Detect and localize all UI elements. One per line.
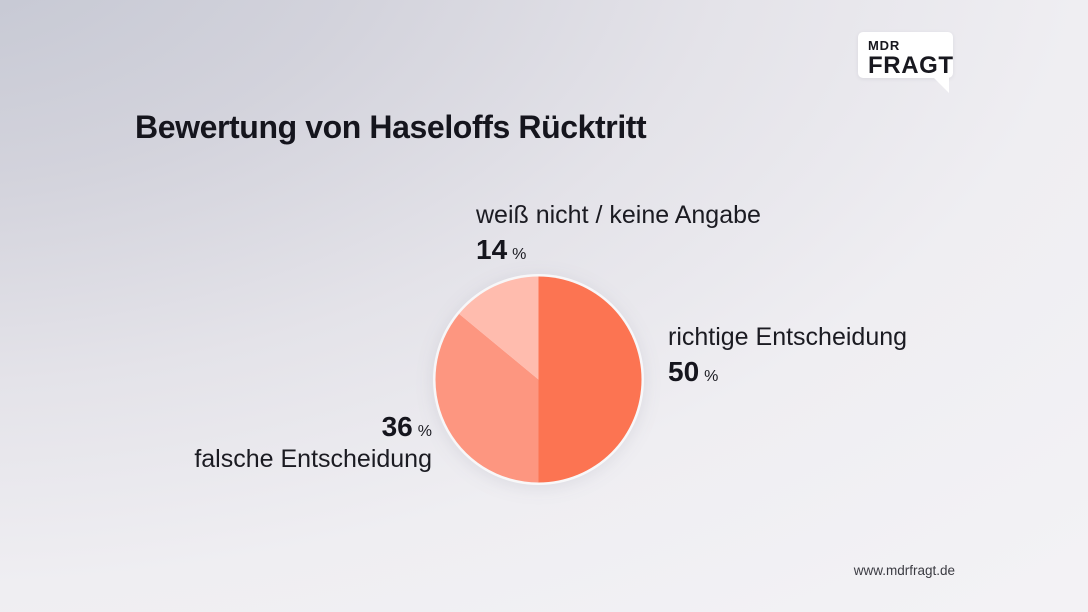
footer-url: www.mdrfragt.de — [853, 563, 955, 578]
slice-value-row-falsche: 36 % — [194, 411, 432, 443]
slice-label-falsche: falsche Entscheidung — [194, 445, 432, 473]
percent-sign-falsche: % — [417, 423, 432, 440]
logo-text-fragt: FRAGT — [868, 52, 954, 79]
slice-value-falsche: 36 — [381, 411, 413, 442]
pie-slice-2 — [459, 276, 539, 380]
callout-weiss-nicht: weiß nicht / keine Angabe 14 % — [476, 201, 761, 266]
percent-sign-weiss-nicht: % — [512, 245, 527, 263]
slice-value-row-richtige: 50 % — [668, 356, 907, 388]
logo-text-mdr: MDR — [868, 38, 901, 53]
pie-chart — [433, 274, 644, 485]
callout-richtige-entscheidung: richtige Entscheidung 50 % — [668, 323, 907, 388]
speech-bubble-tail — [933, 77, 949, 93]
pie-slice-1 — [435, 313, 539, 483]
slice-label-weiss-nicht: weiß nicht / keine Angabe — [476, 201, 761, 229]
slice-value-row-weiss-nicht: 14 % — [476, 234, 761, 266]
slice-value-weiss-nicht: 14 — [476, 233, 508, 265]
callout-falsche-entscheidung: 36 % falsche Entscheidung — [194, 411, 432, 474]
percent-sign-richtige: % — [704, 367, 719, 385]
pie-slice-0 — [538, 276, 642, 483]
slice-label-richtige: richtige Entscheidung — [668, 323, 908, 351]
chart-title: Bewertung von Haseloffs Rücktritt — [135, 109, 647, 146]
pie-chart-svg — [433, 274, 644, 485]
mdr-fragt-logo: MDR FRAGT — [858, 32, 954, 93]
slice-value-richtige: 50 — [668, 355, 700, 387]
